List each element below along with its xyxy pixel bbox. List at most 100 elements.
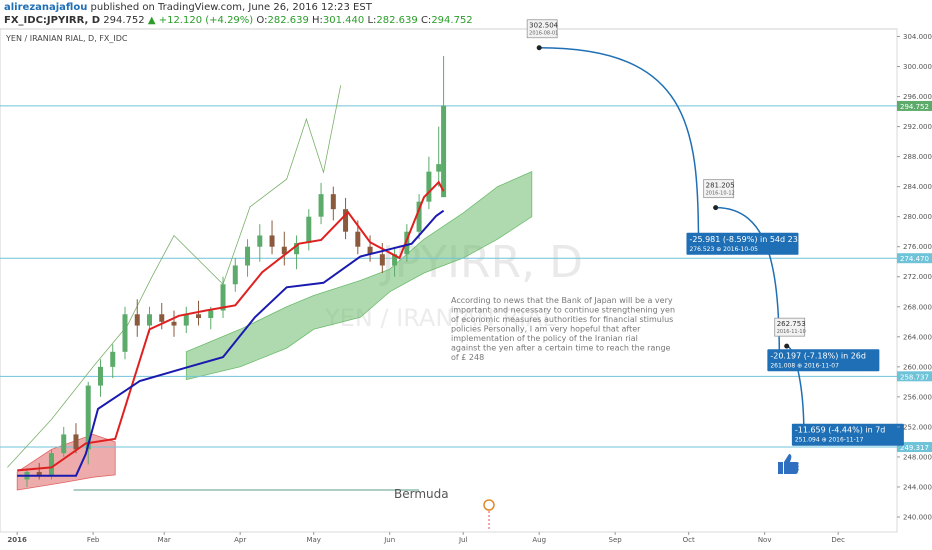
forecast-price: 262.753 [777, 320, 806, 328]
y-tick-label: 276.000 [903, 243, 932, 251]
forecast-point[interactable] [713, 205, 719, 211]
forecast-box[interactable] [767, 349, 880, 372]
forecast-arc [539, 46, 700, 243]
forecast-change: -25.981 (-8.59%) in 54d 23h [689, 235, 802, 244]
x-tick-label: Jun [383, 536, 395, 544]
x-tick-label: Mar [158, 536, 171, 544]
candle-body [61, 434, 67, 454]
x-tick-label: Apr [234, 536, 246, 544]
candle-body [147, 314, 152, 326]
conversion-line [17, 180, 445, 472]
candle-body [36, 471, 42, 476]
y-tick-label: 252.000 [903, 423, 932, 431]
candle-body [355, 231, 361, 247]
forecast-point[interactable] [784, 343, 790, 349]
low-label: L: [367, 15, 377, 26]
last-price: 294.752 [103, 15, 145, 26]
bermuda-label: Bermuda [394, 487, 449, 501]
y-tick-label: 280.000 [903, 213, 932, 221]
plot-area[interactable] [0, 28, 898, 533]
price-label: 274.470 [900, 255, 929, 263]
low-value: 282.639 [376, 15, 418, 26]
chart-title: YEN / IRANIAN RIAL, D, FX_IDC [5, 34, 128, 43]
y-tick-label: 300.000 [903, 63, 932, 71]
candle-body [73, 434, 79, 450]
symbol-label[interactable]: FX_IDC:JPYIRR, D [4, 15, 101, 26]
forecast-point[interactable] [536, 45, 542, 51]
price-label-box [897, 442, 932, 453]
published-text: published on TradingView.com, June 26, 2… [90, 2, 372, 13]
price-label: 294.752 [900, 103, 929, 111]
forecast-price-box [774, 317, 806, 337]
candle-body [404, 231, 410, 255]
candle-body [281, 246, 287, 255]
candle-body [245, 246, 251, 266]
chart-header: alirezanajaflou published on TradingView… [0, 0, 932, 28]
x-tick-label: Nov [758, 536, 772, 544]
forecast-change: -11.659 (-4.44%) in 7d [795, 426, 886, 435]
price-label-box [897, 100, 932, 111]
lagging-span-line [7, 85, 342, 468]
publish-info: alirezanajaflou published on TradingView… [4, 2, 372, 13]
candle-body [257, 235, 263, 247]
price-label: 249.317 [900, 444, 929, 452]
y-tick-label: 240.000 [903, 513, 932, 521]
forecast-box[interactable] [791, 423, 904, 446]
candle-body [159, 314, 165, 322]
y-tick-label: 296.000 [903, 93, 932, 101]
candle-body [48, 453, 54, 476]
y-tick-label: 288.000 [903, 153, 932, 161]
candle-body [392, 254, 398, 266]
candle-body [232, 265, 238, 285]
candle-body [220, 284, 226, 311]
ohlc-legend: FX_IDC:JPYIRR, D 294.752 ▲ +12.120 (+4.2… [4, 15, 473, 26]
high-value: 301.440 [322, 15, 365, 26]
thumbs-up-shape [778, 454, 799, 474]
y-tick-label: 264.000 [903, 333, 932, 341]
candle-body [134, 314, 140, 326]
candle-body [196, 314, 202, 319]
candle-body [294, 242, 300, 255]
forecast-price-box [526, 19, 558, 39]
candle-body [367, 246, 373, 255]
candle-body [85, 385, 91, 450]
y-tick-label: 292.000 [903, 123, 932, 131]
thumbs-up-icon[interactable] [778, 454, 799, 474]
open-value: 282.639 [267, 15, 309, 26]
x-tick-label: Dec [831, 536, 845, 544]
event-icon-circle [483, 499, 495, 511]
forecast-target: 251.094 ⊕ 2016-11-17 [795, 437, 864, 444]
candle-body [379, 254, 385, 266]
high-label: H: [312, 15, 323, 26]
x-tick-label: 2016 [7, 536, 27, 544]
candle-body [183, 314, 189, 326]
forecast-price-box [703, 179, 735, 199]
forecast-box[interactable] [686, 232, 799, 255]
candle-body [330, 194, 336, 210]
candle-body [436, 164, 442, 172]
forecast-date: 2016-10-12 [706, 191, 735, 197]
price-label-box [897, 371, 932, 382]
candle-body [122, 314, 128, 352]
y-tick-label: 248.000 [903, 453, 932, 461]
x-tick-label: Sep [609, 536, 623, 544]
candle-body [306, 216, 312, 243]
author-link[interactable]: alirezanajaflou [4, 2, 88, 13]
close-value: 294.752 [431, 15, 473, 26]
candle-body [110, 351, 116, 367]
price-label-box [897, 253, 932, 264]
y-tick-label: 304.000 [903, 33, 932, 41]
forecast-date: 2016-08-01 [529, 31, 558, 37]
forecast-price: 302.504 [529, 22, 558, 30]
forecast-target: 276.523 ⊕ 2016-10-05 [689, 246, 758, 253]
forecast-date: 2016-11-10 [777, 329, 806, 335]
price-label: 258.737 [900, 373, 929, 381]
x-tick-label: Jul [458, 536, 468, 544]
forecast-price: 281.205 [706, 182, 735, 190]
y-tick-label: 244.000 [903, 483, 932, 491]
candle-body [97, 366, 103, 386]
event-icon[interactable] [483, 499, 495, 530]
candle-body [416, 201, 422, 232]
x-tick-label: Feb [87, 536, 100, 544]
